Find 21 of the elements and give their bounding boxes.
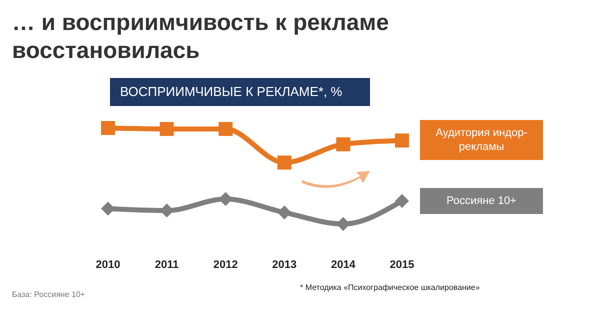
point: [160, 122, 174, 136]
point: [218, 122, 233, 136]
chart-title: … и восприимчивость к рекламе восстановилась: [12, 8, 390, 64]
point: [336, 137, 350, 152]
point: [395, 194, 409, 208]
x-tick-label: 2011: [154, 258, 179, 271]
point: [101, 121, 115, 135]
point: [277, 205, 292, 220]
x-tick-label: 2010: [96, 258, 120, 271]
point: [101, 202, 115, 216]
point: [395, 133, 409, 148]
text: База: Россияне 10+: [12, 290, 86, 299]
point: [277, 156, 292, 170]
legend-label-box: Аудитория индор-рекламы: [420, 120, 543, 160]
x-tick-label: 2012: [213, 258, 238, 271]
x-tick-label: 2013: [272, 258, 297, 271]
x-tick-label: 2015: [390, 258, 414, 271]
legend-label-box: Россияне 10+: [420, 188, 543, 214]
chart-subtitle: ВОСПРИИМЧИВЫЕ К РЕКЛАМЕ*, %: [110, 78, 370, 106]
x-tick-label: 2014: [330, 258, 356, 271]
text: * Методика «Психографическое шкалирование»: [300, 283, 480, 292]
